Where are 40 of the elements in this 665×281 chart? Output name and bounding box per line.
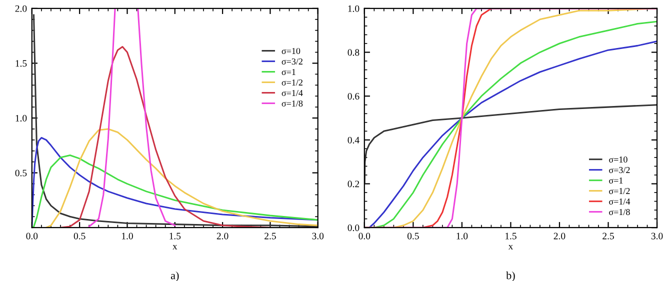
line-series	[364, 104, 658, 185]
x-tick-label: 3.0	[312, 232, 324, 240]
legend-label: σ=10	[609, 156, 628, 163]
legend-label: σ=1/4	[609, 198, 630, 205]
x-tick-label: 2.0	[554, 232, 566, 240]
y-tick-label: 2.0	[15, 5, 27, 12]
y-tick-label: 0.8	[348, 49, 360, 56]
x-tick-label: 0.5	[407, 232, 419, 240]
y-tick-label: 0.2	[348, 180, 360, 188]
x-tick-label: 1.0	[456, 232, 468, 240]
y-tick-label: 0.6	[348, 93, 360, 100]
legend-label: σ=1	[609, 178, 623, 184]
legend-label: σ=3/2	[282, 58, 302, 65]
legend-label: σ=1/8	[282, 100, 303, 107]
line-series	[60, 46, 271, 228]
legend-label: σ=1	[282, 68, 296, 76]
x-tick-label: 2.0	[216, 232, 228, 240]
x-tick-label: 0.0	[358, 232, 370, 240]
legend-label: σ=10	[282, 48, 300, 54]
x-tick-label: 1.5	[506, 232, 516, 240]
x-tick-label: 0.5	[74, 232, 86, 240]
y-tick-label: 1.5	[16, 60, 27, 67]
x-tick-label: 1.5	[170, 232, 181, 240]
y-tick-label: 0.0	[348, 224, 360, 232]
x-axis-title: x	[508, 244, 514, 250]
y-tick-label: 1.0	[348, 5, 360, 12]
y-tick-label: 0.4	[348, 136, 360, 144]
x-tick-label: 0.0	[26, 232, 38, 240]
legend-label: σ=1/2	[609, 188, 630, 194]
legend-label: σ=1/4	[282, 90, 303, 96]
x-axis-title: x	[172, 244, 178, 250]
x-tick-label: 3.0	[651, 232, 663, 240]
x-tick-label: 2.5	[602, 232, 614, 240]
legend-label: σ=1/2	[282, 79, 302, 86]
y-tick-label: 1.0	[16, 114, 27, 122]
y-tick-label: 0.5	[15, 170, 27, 176]
x-tick-label: 2.5	[264, 232, 276, 240]
legend-label: σ=1/8	[609, 208, 630, 216]
x-tick-label: 1.0	[122, 232, 133, 240]
legend-label: σ=3/2	[609, 167, 630, 174]
